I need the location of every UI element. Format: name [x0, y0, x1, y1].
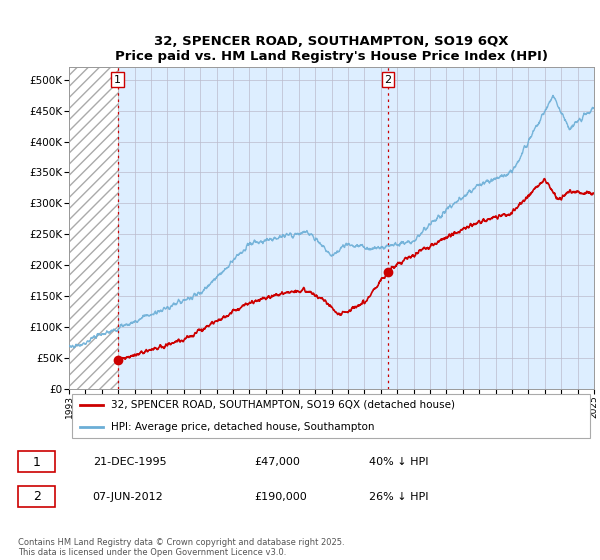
- Text: HPI: Average price, detached house, Southampton: HPI: Average price, detached house, Sout…: [111, 422, 374, 432]
- Text: 40% ↓ HPI: 40% ↓ HPI: [369, 457, 428, 467]
- Text: 2: 2: [33, 491, 41, 503]
- Text: £190,000: £190,000: [254, 492, 307, 502]
- FancyBboxPatch shape: [71, 394, 590, 438]
- FancyBboxPatch shape: [18, 451, 55, 472]
- Title: 32, SPENCER ROAD, SOUTHAMPTON, SO19 6QX
Price paid vs. HM Land Registry's House : 32, SPENCER ROAD, SOUTHAMPTON, SO19 6QX …: [115, 35, 548, 63]
- Text: 1: 1: [33, 455, 41, 469]
- Text: 07-JUN-2012: 07-JUN-2012: [92, 492, 163, 502]
- Text: 21-DEC-1995: 21-DEC-1995: [92, 457, 166, 467]
- Text: 32, SPENCER ROAD, SOUTHAMPTON, SO19 6QX (detached house): 32, SPENCER ROAD, SOUTHAMPTON, SO19 6QX …: [111, 400, 455, 410]
- Text: Contains HM Land Registry data © Crown copyright and database right 2025.
This d: Contains HM Land Registry data © Crown c…: [18, 538, 344, 557]
- Text: £47,000: £47,000: [254, 457, 300, 467]
- Text: 26% ↓ HPI: 26% ↓ HPI: [369, 492, 428, 502]
- FancyBboxPatch shape: [18, 486, 55, 507]
- Text: 2: 2: [385, 74, 392, 85]
- Text: 1: 1: [114, 74, 121, 85]
- Polygon shape: [69, 67, 118, 389]
